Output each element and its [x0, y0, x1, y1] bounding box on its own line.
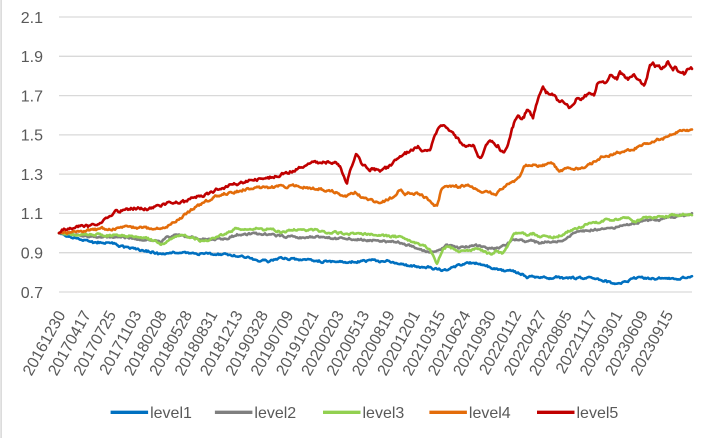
svg-text:level2: level2: [254, 405, 296, 422]
svg-text:0.9: 0.9: [21, 246, 43, 263]
svg-text:1.5: 1.5: [21, 128, 43, 145]
svg-text:level3: level3: [363, 405, 405, 422]
svg-text:1.1: 1.1: [21, 206, 43, 223]
svg-text:1.3: 1.3: [21, 167, 43, 184]
svg-text:1.7: 1.7: [21, 88, 43, 105]
svg-text:1.9: 1.9: [21, 49, 43, 66]
svg-text:level4: level4: [469, 405, 511, 422]
svg-text:0.7: 0.7: [21, 285, 43, 302]
svg-text:2.1: 2.1: [21, 10, 43, 27]
svg-text:level1: level1: [150, 405, 192, 422]
svg-text:level5: level5: [577, 405, 619, 422]
